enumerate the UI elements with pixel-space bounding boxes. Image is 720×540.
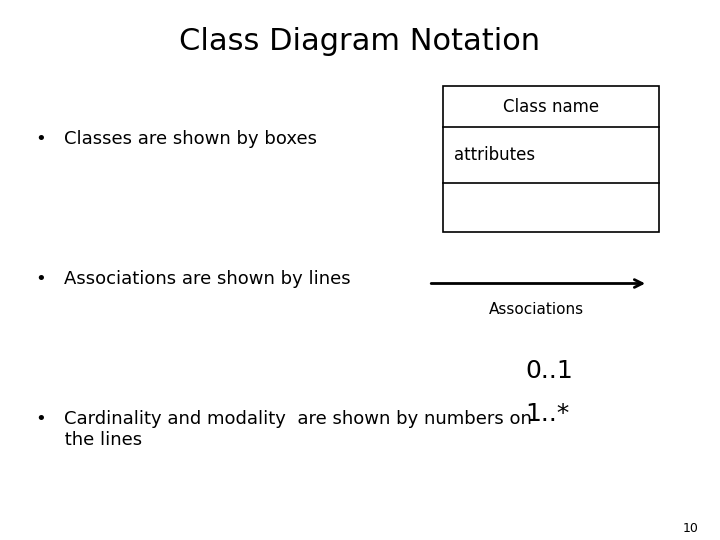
Text: 1..*: 1..* [526, 402, 570, 426]
Text: 10: 10 [683, 522, 698, 535]
Text: 0..1: 0..1 [526, 359, 573, 383]
Text: Associations: Associations [489, 302, 584, 318]
Text: •   Classes are shown by boxes: • Classes are shown by boxes [36, 130, 317, 147]
Text: •   Cardinality and modality  are shown by numbers on
     the lines: • Cardinality and modality are shown by … [36, 410, 532, 449]
Bar [443, 86, 659, 232]
Text: Class Diagram Notation: Class Diagram Notation [179, 27, 541, 56]
Text: attributes: attributes [454, 146, 535, 164]
Text: Class name: Class name [503, 98, 599, 116]
Text: •   Associations are shown by lines: • Associations are shown by lines [36, 270, 351, 288]
